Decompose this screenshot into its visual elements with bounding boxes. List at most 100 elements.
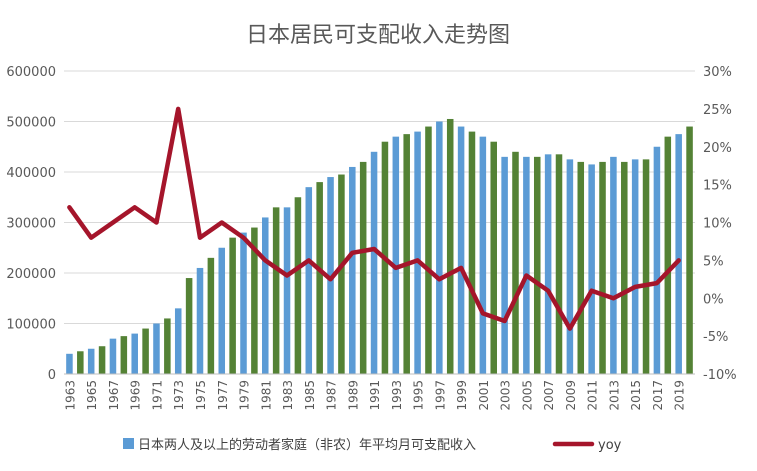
y-tick-label: 500000 — [6, 116, 56, 131]
bar — [153, 323, 160, 374]
y2-tick-label: -10% — [703, 368, 737, 383]
yoy-point — [154, 221, 158, 224]
yoy-point — [111, 221, 115, 224]
y2-tick-label: 15% — [703, 179, 732, 194]
bar — [512, 151, 519, 374]
bar — [131, 333, 138, 374]
bar — [566, 159, 574, 374]
x-tick-label: 1985 — [303, 380, 317, 411]
bar — [240, 232, 247, 374]
bar — [349, 166, 356, 374]
yoy-point — [307, 258, 311, 262]
bar — [544, 154, 552, 374]
bar — [327, 177, 334, 374]
y2-tick-label: 0% — [703, 292, 724, 307]
yoy-point — [655, 281, 659, 285]
bar — [631, 159, 639, 374]
y-tick-label: 600000 — [6, 65, 56, 80]
x-tick-label: 2017 — [651, 380, 665, 411]
bar-series — [66, 118, 693, 374]
x-tick-label: 2005 — [520, 380, 534, 411]
bar — [642, 159, 650, 374]
bar — [664, 136, 672, 374]
x-tick-label: 1973 — [172, 380, 186, 411]
yoy-point — [285, 274, 289, 278]
bar — [392, 136, 400, 374]
x-tick-label: 1997 — [433, 380, 447, 411]
x-tick-label: 1989 — [346, 380, 360, 411]
bar — [359, 161, 367, 374]
bar — [621, 161, 628, 374]
bar — [479, 136, 487, 374]
yoy-point — [611, 296, 615, 300]
y-tick-label: 300000 — [6, 217, 56, 232]
bar — [77, 351, 84, 374]
x-tick-label: 1991 — [368, 380, 382, 411]
bar — [305, 187, 313, 374]
yoy-point — [263, 258, 267, 262]
bar — [98, 346, 106, 374]
bar — [599, 161, 606, 374]
bar — [577, 161, 585, 374]
bar — [185, 278, 193, 374]
y-tick-label: 100000 — [6, 318, 56, 333]
x-tick-label: 1999 — [455, 380, 469, 411]
bar — [174, 308, 182, 374]
y-tick-label: 0 — [48, 368, 56, 383]
bar — [109, 338, 117, 374]
yoy-point — [503, 319, 507, 323]
yoy-point — [242, 236, 246, 240]
x-tick-label: 2015 — [629, 380, 643, 411]
yoy-point — [329, 277, 333, 281]
y-tick-label: 400000 — [6, 166, 56, 181]
x-tick-label: 1983 — [281, 380, 295, 411]
bar — [196, 267, 204, 374]
bar — [501, 156, 508, 374]
bar — [490, 141, 497, 374]
bar — [164, 318, 171, 374]
bar — [588, 164, 595, 374]
x-tick-label: 1967 — [107, 380, 121, 411]
bar — [686, 126, 693, 374]
x-tick-label: 1963 — [63, 380, 77, 411]
y-tick-label: 200000 — [6, 267, 56, 282]
x-tick-label: 2003 — [499, 380, 513, 411]
bar — [653, 146, 661, 374]
yoy-point — [89, 236, 93, 240]
bar — [457, 126, 465, 374]
yoy-point — [198, 236, 202, 240]
x-tick-label: 1981 — [259, 380, 273, 411]
bar — [272, 207, 280, 374]
bar — [207, 257, 215, 374]
bar — [414, 131, 421, 374]
y2-tick-label: 10% — [703, 217, 732, 232]
yoy-point — [133, 205, 137, 209]
bar — [142, 328, 149, 374]
yoy-point — [524, 274, 528, 278]
x-tick-label: 1979 — [238, 380, 252, 411]
bar — [675, 134, 682, 374]
x-tick-label: 2007 — [542, 380, 556, 411]
legend: 日本两人及以上的劳动者家庭（非农）年平均月可支配收入 yoy — [123, 437, 622, 453]
bar — [446, 118, 454, 374]
x-tick-label: 1987 — [325, 380, 339, 411]
y2-tick-label: -5% — [703, 330, 728, 345]
x-tick-label: 1975 — [194, 380, 208, 411]
yoy-point — [220, 221, 224, 224]
x-tick-label: 2011 — [586, 380, 600, 411]
yoy-point — [633, 285, 637, 289]
x-tick-label: 2019 — [673, 380, 687, 411]
bar — [283, 207, 291, 374]
x-tick-label: 1971 — [150, 380, 164, 411]
yoy-point — [176, 107, 180, 111]
bar — [87, 348, 95, 374]
y2-tick-label: 30% — [703, 65, 732, 80]
x-tick-label: 2009 — [564, 380, 578, 411]
legend-swatch-income — [123, 438, 134, 449]
yoy-point — [546, 289, 550, 293]
chart-title: 日本居民可支配收入走势图 — [246, 23, 510, 48]
axes: 0 100000 200000 300000 400000 500000 600000 -10… — [6, 65, 736, 411]
x-tick-label: 1969 — [129, 380, 143, 411]
legend-label-income: 日本两人及以上的劳动者家庭（非农）年平均月可支配收入 — [138, 437, 476, 453]
